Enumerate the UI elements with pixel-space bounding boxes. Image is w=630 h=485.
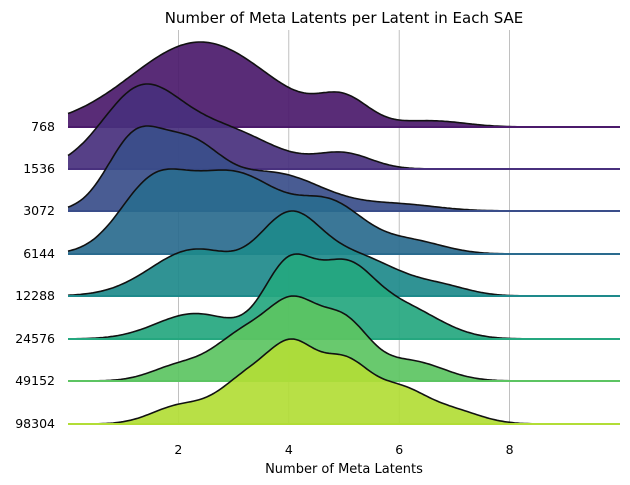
x-tick-label: 4 <box>285 442 293 457</box>
ridge-area-6144 <box>68 169 620 254</box>
x-tick-label: 6 <box>395 442 403 457</box>
ridge-area-98304 <box>68 339 620 424</box>
y-tick-label: 6144 <box>23 246 55 261</box>
y-tick-label: 12288 <box>15 288 55 303</box>
ridge-area-768 <box>68 42 620 127</box>
x-tick-label: 8 <box>506 442 514 457</box>
x-tick-labels: 2 4 6 8 <box>174 442 513 457</box>
x-axis-label: Number of Meta Latents <box>265 462 423 477</box>
y-tick-label: 98304 <box>15 416 55 431</box>
ridges <box>67 41 620 425</box>
y-tick-label: 3072 <box>23 203 55 218</box>
x-tick-label: 2 <box>174 442 182 457</box>
ridge-area-49152 <box>68 296 620 381</box>
y-tick-labels: 768 1536 3072 6144 12288 24576 49152 98304 <box>15 119 55 431</box>
ridge-area-12288 <box>68 211 620 296</box>
y-tick-label: 1536 <box>23 161 55 176</box>
y-tick-label: 49152 <box>15 373 55 388</box>
y-tick-label: 768 <box>31 119 55 134</box>
ridge-98304 <box>68 338 620 425</box>
ridge-area-24576 <box>68 254 620 339</box>
chart-title: Number of Meta Latents per Latent in Eac… <box>165 9 524 27</box>
y-tick-label: 24576 <box>15 331 55 346</box>
